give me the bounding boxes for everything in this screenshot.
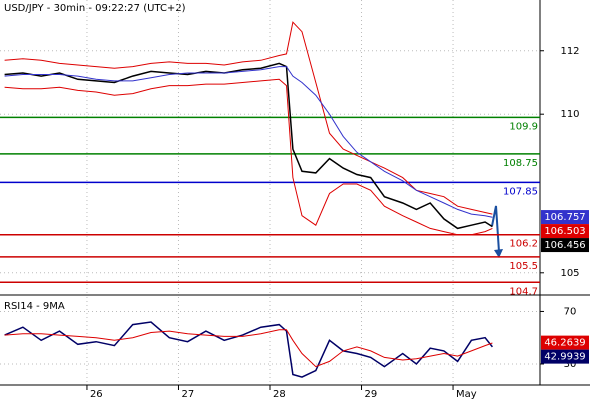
- price-tag: [541, 210, 589, 225]
- rsi-title: RSI14 - 9MA: [4, 301, 65, 312]
- y-tick-label: 110: [560, 109, 579, 120]
- price-tag: [541, 335, 589, 350]
- level-label: 108.75: [503, 158, 538, 169]
- level-label: 107.85: [503, 186, 538, 197]
- series-line: [4, 66, 493, 218]
- level-label: 105.5: [509, 261, 538, 272]
- price-tag: [541, 349, 589, 364]
- series-line: [4, 321, 493, 378]
- y-tick-label: 30: [564, 359, 577, 370]
- price-tag-label: 106.456: [544, 240, 585, 251]
- x-tick-label: May: [456, 389, 477, 400]
- price-tag-label: 106.757: [544, 212, 585, 223]
- price-tag-label: 46.2639: [544, 338, 585, 349]
- x-tick-label: 26: [90, 389, 103, 400]
- price-tag: [541, 238, 589, 253]
- arrow-head: [494, 249, 503, 258]
- y-tick-label: 70: [564, 306, 577, 317]
- price-tag: [541, 224, 589, 239]
- y-tick-label: 105: [560, 268, 579, 279]
- level-label: 104.7: [509, 286, 538, 297]
- projection-arrow: [491, 205, 500, 253]
- series-line: [4, 78, 493, 236]
- x-tick-label: 28: [273, 389, 286, 400]
- series-line: [4, 329, 493, 368]
- price-tag-label: 42.9939: [544, 352, 585, 363]
- y-tick-label: 112: [560, 46, 579, 57]
- chart-title: USD/JPY - 30min - 09:22:27 (UTC+2): [4, 3, 186, 14]
- x-tick-label: 29: [365, 389, 378, 400]
- x-tick-label: 27: [181, 389, 194, 400]
- series-line: [4, 21, 493, 215]
- price-tag-label: 106.503: [544, 226, 585, 237]
- level-label: 109.9: [509, 121, 538, 132]
- level-label: 106.2: [509, 239, 538, 250]
